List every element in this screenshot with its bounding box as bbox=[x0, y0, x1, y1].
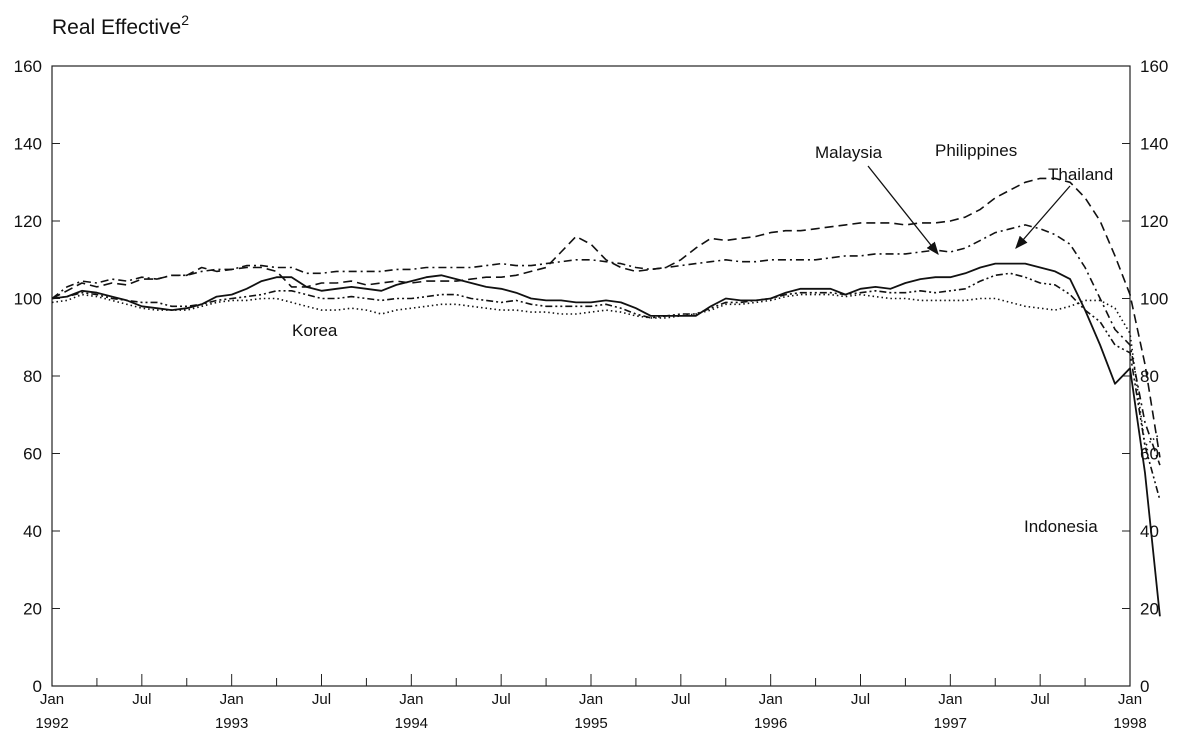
y-tick-label-left: 140 bbox=[14, 135, 42, 154]
y-tick-label-right: 20 bbox=[1140, 600, 1159, 619]
label-malaysia: Malaysia bbox=[815, 143, 883, 162]
label-thailand: Thailand bbox=[1048, 165, 1113, 184]
x-tick-label: Jan bbox=[759, 691, 783, 708]
y-tick-label-right: 0 bbox=[1140, 677, 1149, 696]
x-year-label: 1992 bbox=[35, 715, 68, 732]
x-tick-label: Jul bbox=[312, 691, 331, 708]
x-tick-label: Jul bbox=[132, 691, 151, 708]
y-tick-label-left: 80 bbox=[23, 367, 42, 386]
x-axis: Jan Jul Jan Jul Jan Jul Jan Jul Jan Jul Jan Jul Jan 1… bbox=[35, 674, 1147, 732]
x-tick-label: Jan bbox=[40, 691, 64, 708]
x-year-label: 1998 bbox=[1113, 715, 1146, 732]
thailand-arrow bbox=[1015, 185, 1071, 249]
y-tick-label-left: 40 bbox=[23, 522, 42, 541]
x-tick-label: Jan bbox=[1118, 691, 1142, 708]
y-tick-label-right: 80 bbox=[1140, 367, 1159, 386]
malaysia-arrow bbox=[867, 165, 939, 256]
x-tick-label: Jul bbox=[671, 691, 690, 708]
x-year-label: 1993 bbox=[215, 715, 248, 732]
chart-title: Real Effective2 bbox=[52, 12, 189, 39]
series-line-philippines bbox=[51, 177, 1161, 458]
x-year-label: 1997 bbox=[934, 715, 967, 732]
x-tick-label: Jan bbox=[938, 691, 962, 708]
y-tick-label-left: 0 bbox=[33, 677, 42, 696]
x-tick-label: Jan bbox=[399, 691, 423, 708]
series-line-thailand bbox=[51, 272, 1161, 501]
y-tick-label-left: 20 bbox=[23, 600, 42, 619]
x-year-label: 1994 bbox=[395, 715, 428, 732]
y-tick-label-left: 120 bbox=[14, 212, 42, 231]
x-year-label: 1996 bbox=[754, 715, 787, 732]
y-tick-label-right: 40 bbox=[1140, 522, 1159, 541]
x-tick-label: Jul bbox=[492, 691, 511, 708]
y-tick-label-right: 100 bbox=[1140, 290, 1168, 309]
x-tick-label: Jan bbox=[579, 691, 603, 708]
label-philippines: Philippines bbox=[935, 141, 1017, 160]
y-tick-label-left: 60 bbox=[23, 445, 42, 464]
series-lines bbox=[51, 177, 1161, 617]
label-korea: Korea bbox=[292, 321, 338, 340]
x-year-label: 1995 bbox=[574, 715, 607, 732]
y-tick-label-left: 100 bbox=[14, 290, 42, 309]
series-line-indonesia bbox=[51, 262, 1161, 617]
series-line-malaysia bbox=[51, 224, 1161, 466]
x-tick-label: Jan bbox=[220, 691, 244, 708]
label-indonesia: Indonesia bbox=[1024, 517, 1098, 536]
x-tick-label: Jul bbox=[851, 691, 870, 708]
y-tick-label-right: 120 bbox=[1140, 212, 1168, 231]
series-line-korea bbox=[51, 293, 1161, 447]
y-tick-label-right: 140 bbox=[1140, 135, 1168, 154]
x-tick-label: Jul bbox=[1031, 691, 1050, 708]
y-tick-label-right: 160 bbox=[1140, 57, 1168, 76]
y-tick-label-left: 160 bbox=[14, 57, 42, 76]
